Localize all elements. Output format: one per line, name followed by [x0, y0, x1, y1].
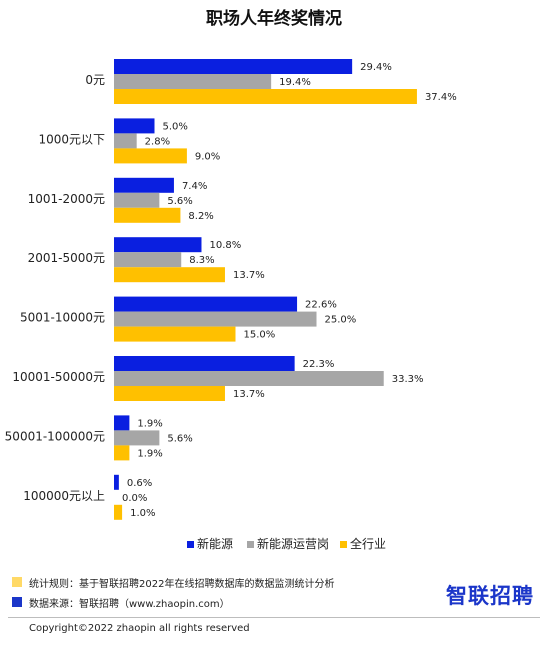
bar: [114, 415, 130, 431]
bar: [114, 474, 119, 490]
data-label: 15.0%: [244, 330, 276, 341]
bar: [114, 326, 236, 342]
note-rule-text: 统计规则：基于智联招聘2022年在线招聘数据库的数据监测统计分析: [29, 578, 335, 590]
note-source-text: 数据来源：智联招聘（www.zhaopin.com）: [29, 598, 230, 610]
bar: [114, 267, 225, 283]
data-label: 1.9%: [137, 418, 162, 429]
bar: [114, 207, 181, 223]
bar: [114, 192, 160, 208]
bar: [114, 356, 295, 371]
legend-swatch: [247, 541, 254, 548]
legend-swatch: [187, 541, 194, 548]
data-label: 13.7%: [233, 270, 265, 281]
legend-label: 新能源运营岗: [257, 536, 329, 551]
bar: [114, 177, 174, 193]
bar: [114, 445, 130, 461]
data-label: 8.2%: [188, 211, 213, 222]
data-label: 13.7%: [233, 389, 265, 400]
data-label: 10.8%: [209, 240, 241, 251]
copyright-text: Copyright©2022 zhaopin all rights reserv…: [29, 623, 250, 634]
note-source: 数据来源：智联招聘（www.zhaopin.com）: [12, 594, 334, 610]
bar: [114, 252, 182, 268]
data-label: 9.0%: [195, 151, 220, 162]
data-label: 1.9%: [137, 448, 162, 459]
category-label: 100000元以上: [23, 489, 105, 503]
legend-label: 全行业: [350, 536, 386, 551]
category-label: 10001-50000元: [12, 370, 105, 384]
bar: [114, 74, 272, 89]
category-label: 2001-5000元: [28, 251, 105, 265]
note-rule-swatch: [12, 577, 22, 587]
legend-swatch: [340, 541, 347, 548]
data-label: 25.0%: [325, 315, 357, 326]
bar: [114, 430, 160, 446]
note-source-swatch: [12, 597, 22, 607]
data-label: 37.4%: [425, 92, 457, 103]
data-label: 1.0%: [130, 508, 155, 519]
bar: [114, 504, 123, 520]
data-label: 33.3%: [392, 374, 424, 385]
data-label: 19.4%: [279, 77, 311, 88]
chart-title: 职场人年终奖情况: [206, 9, 342, 29]
bar-chart: 0元 29.4% 19.4% 37.4% 1000元以下 5.0% 2.8% 9.0% 1001…: [5, 59, 457, 551]
data-label: 0.0%: [122, 493, 147, 504]
bar: [114, 118, 155, 134]
category-label: 5001-10000元: [20, 311, 105, 325]
data-label: 29.4%: [360, 62, 392, 73]
bar: [114, 133, 137, 149]
data-label: 5.6%: [167, 433, 192, 444]
bar: [114, 386, 225, 401]
data-label: 8.3%: [189, 255, 214, 266]
footer-notes: 统计规则：基于智联招聘2022年在线招聘数据库的数据监测统计分析 数据来源：智联…: [12, 574, 334, 614]
data-label: 7.4%: [182, 181, 207, 192]
category-label: 1001-2000元: [28, 192, 105, 206]
bar: [114, 148, 187, 164]
data-label: 22.3%: [303, 359, 335, 370]
zhaopin-logo: 智联招聘: [446, 584, 534, 608]
category-label: 50001-100000元: [5, 429, 105, 443]
bar: [114, 371, 384, 386]
data-label: 5.6%: [167, 196, 192, 207]
category-label: 0元: [85, 73, 105, 87]
category-label: 1000元以下: [38, 132, 105, 146]
footer-divider: [8, 617, 540, 618]
data-label: 2.8%: [145, 136, 170, 147]
data-label: 0.6%: [127, 478, 152, 489]
data-label: 22.6%: [305, 300, 337, 311]
bar: [114, 89, 417, 104]
bar: [114, 311, 317, 327]
bar: [114, 59, 353, 74]
data-label: 5.0%: [163, 121, 188, 132]
bar: [114, 237, 202, 253]
note-rule: 统计规则：基于智联招聘2022年在线招聘数据库的数据监测统计分析: [12, 574, 334, 590]
legend-label: 新能源: [197, 536, 233, 551]
bar: [114, 296, 298, 312]
